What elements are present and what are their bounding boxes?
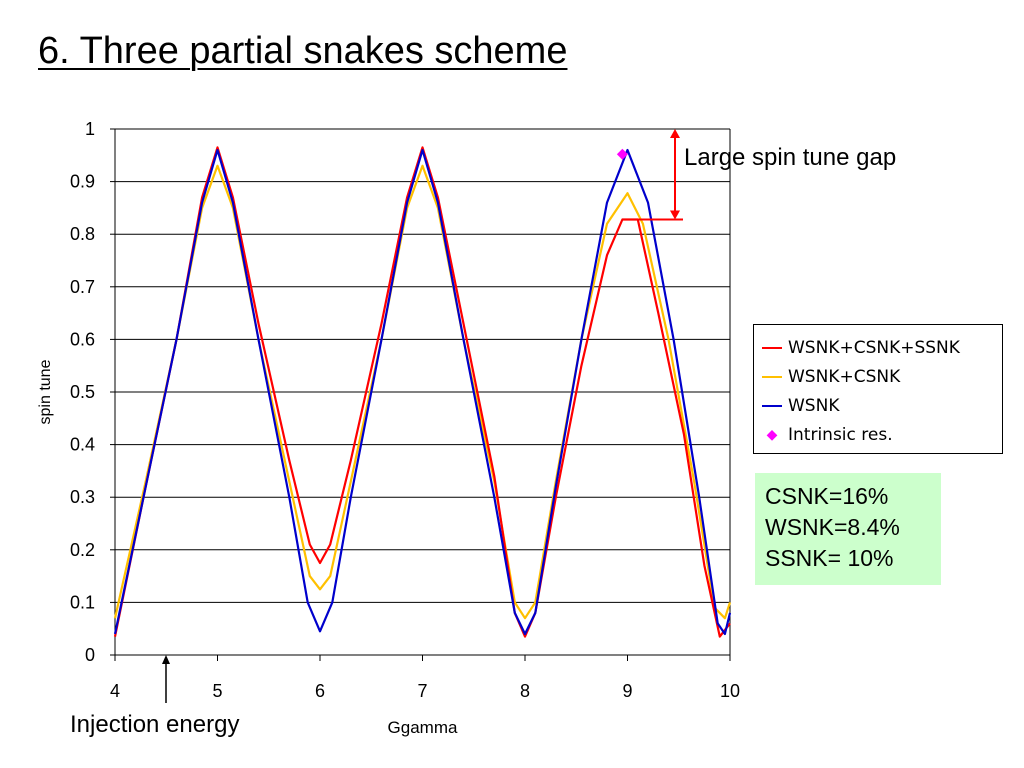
- y-axis-label: spin tune: [37, 359, 54, 424]
- y-tick-label: 0.8: [70, 224, 95, 244]
- spin-tune-gap-annotation: Large spin tune gap: [684, 144, 897, 171]
- legend-swatch-yellow: [762, 375, 782, 378]
- legend-label: WSNK+CSNK+SSNK: [788, 337, 960, 358]
- x-tick-label: 5: [212, 681, 222, 701]
- note-ssnk: SSNK= 10%: [765, 545, 894, 571]
- injection-arrow-head: [162, 655, 170, 664]
- x-tick-label: 7: [417, 681, 427, 701]
- y-tick-label: 0.9: [70, 172, 95, 192]
- y-tick-label: 0.5: [70, 382, 95, 402]
- legend-item-intrinsic: ◆ Intrinsic res.: [762, 420, 1002, 449]
- legend-swatch-blue: [762, 404, 782, 407]
- y-tick-label: 0.3: [70, 487, 95, 507]
- y-tick-label: 0.7: [70, 277, 95, 297]
- injection-energy-annotation: Injection energy: [70, 711, 240, 738]
- slide-title: 6. Three partial snakes scheme: [38, 30, 568, 72]
- legend-label: Intrinsic res.: [788, 424, 893, 445]
- x-tick-label: 4: [110, 681, 120, 701]
- x-axis-label: Ggamma: [388, 718, 458, 737]
- gap-arrow-head-down: [670, 210, 680, 220]
- x-tick-label: 6: [315, 681, 325, 701]
- legend-swatch-red: [762, 346, 782, 349]
- note-csnk: CSNK=16%: [765, 483, 889, 509]
- legend-item-wsnk-csnk: WSNK+CSNK: [762, 362, 1002, 391]
- y-tick-label: 1: [85, 119, 95, 139]
- y-tick-label: 0: [85, 645, 95, 665]
- y-tick-label: 0.4: [70, 435, 95, 455]
- y-tick-label: 0.2: [70, 540, 95, 560]
- snake-strength-note: CSNK=16% WSNK=8.4% SSNK= 10%: [755, 473, 941, 585]
- legend-label: WSNK: [788, 395, 840, 416]
- intrinsic-resonance-marker: [616, 148, 628, 160]
- x-tick-label: 10: [720, 681, 740, 701]
- diamond-icon: ◆: [766, 426, 778, 443]
- x-tick-label: 8: [520, 681, 530, 701]
- x-tick-label: 9: [622, 681, 632, 701]
- y-tick-label: 0.6: [70, 329, 95, 349]
- y-tick-label: 0.1: [70, 592, 95, 612]
- legend-label: WSNK+CSNK: [788, 366, 901, 387]
- chart-legend: WSNK+CSNK+SSNK WSNK+CSNK WSNK ◆ Intrinsi…: [753, 324, 1003, 454]
- legend-item-wsnk: WSNK: [762, 391, 1002, 420]
- legend-item-wsnk-csnk-ssnk: WSNK+CSNK+SSNK: [762, 333, 1002, 362]
- series-line-wsnk: [113, 148, 732, 636]
- note-wsnk: WSNK=8.4%: [765, 514, 900, 540]
- gap-arrow-head-up: [670, 129, 680, 138]
